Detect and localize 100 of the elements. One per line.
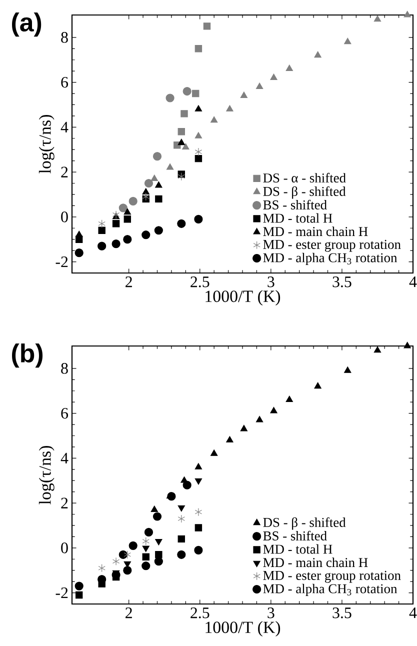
point <box>256 82 264 89</box>
point <box>194 154 202 162</box>
y-tick-label: 0 <box>61 542 68 554</box>
point <box>286 64 293 72</box>
point <box>142 192 150 201</box>
point <box>226 436 234 442</box>
point <box>192 90 200 98</box>
point <box>152 152 162 161</box>
point <box>344 366 352 373</box>
point <box>155 181 162 188</box>
point <box>150 506 158 512</box>
x-tick-label: 2 <box>126 276 132 288</box>
point <box>167 492 176 501</box>
point <box>344 38 352 44</box>
point <box>314 382 322 389</box>
point <box>124 216 132 223</box>
point <box>374 346 382 353</box>
point <box>210 116 218 123</box>
chart-title: (a) <box>12 12 42 37</box>
y-tick-label: 4 <box>60 122 68 132</box>
legend-label: DS - β - shifted <box>263 517 346 530</box>
point <box>178 535 186 543</box>
point <box>76 591 83 599</box>
point <box>194 478 202 485</box>
point <box>154 226 163 235</box>
point <box>194 132 202 138</box>
point <box>150 174 158 181</box>
x-tick-label: 3 <box>268 608 274 618</box>
point <box>112 240 120 248</box>
point <box>124 208 132 215</box>
point <box>155 195 162 203</box>
y-tick-label: 6 <box>61 76 68 88</box>
point <box>194 463 202 470</box>
point <box>118 204 128 212</box>
point <box>178 128 186 136</box>
point <box>98 242 106 250</box>
point <box>152 512 162 521</box>
point <box>194 546 203 554</box>
point <box>98 564 106 572</box>
x-tick-label: 2 <box>126 608 132 618</box>
point <box>270 74 278 80</box>
point <box>142 537 150 546</box>
point <box>166 94 174 102</box>
point <box>194 214 203 224</box>
y-tick-label: 4 <box>60 452 68 464</box>
point <box>210 450 218 456</box>
point <box>182 480 192 490</box>
point <box>374 15 382 22</box>
point <box>112 557 120 566</box>
point <box>144 528 154 537</box>
chart-title: (b) <box>12 344 43 368</box>
y-tick-label: 8 <box>61 32 68 43</box>
point <box>194 508 202 516</box>
point <box>226 105 234 112</box>
point <box>194 524 202 532</box>
point <box>256 416 264 422</box>
point <box>194 148 202 156</box>
y-tick-label: -2 <box>56 588 68 598</box>
point <box>142 562 150 570</box>
point <box>177 219 186 228</box>
point <box>240 424 248 432</box>
point <box>74 582 84 590</box>
x-tick-label: 3.5 <box>332 276 352 288</box>
point <box>270 406 278 414</box>
point <box>142 553 150 560</box>
x-axis-title: 1000/T (K) <box>206 290 280 306</box>
point <box>124 550 132 559</box>
y-tick-label: 2 <box>61 498 68 508</box>
point <box>177 550 186 559</box>
x-tick-label: 4 <box>409 276 417 288</box>
y-axis-title: log(τ/ns) <box>38 114 54 174</box>
legend-label: MD - total H <box>263 544 332 554</box>
point <box>128 196 138 206</box>
point <box>286 396 293 402</box>
legend-label: MD - total H <box>263 213 332 223</box>
point <box>142 546 150 552</box>
point <box>178 138 185 146</box>
point <box>144 178 154 188</box>
legend-label: BS - shifted <box>263 530 327 540</box>
point <box>98 226 106 234</box>
point <box>166 163 174 170</box>
point <box>182 86 192 96</box>
point <box>123 566 132 575</box>
y-tick-label: -2 <box>56 256 68 268</box>
point <box>142 230 150 240</box>
point <box>155 551 162 558</box>
point <box>123 235 132 244</box>
point <box>142 188 150 194</box>
legend-label: BS - shifted <box>263 200 327 210</box>
point <box>194 105 202 112</box>
legend-label: MD - alpha CH$_{3}$ rotation <box>263 584 398 596</box>
point <box>112 220 120 228</box>
point <box>155 538 162 546</box>
point <box>76 230 83 238</box>
point <box>194 45 202 52</box>
point <box>128 541 138 550</box>
legend-label: MD - main chain H <box>263 226 368 236</box>
legend-label: MD - ester group rotation <box>263 570 401 583</box>
y-tick-label: 8 <box>61 363 68 374</box>
legend-label: MD - alpha CH$_{3}$ rotation <box>263 252 398 266</box>
